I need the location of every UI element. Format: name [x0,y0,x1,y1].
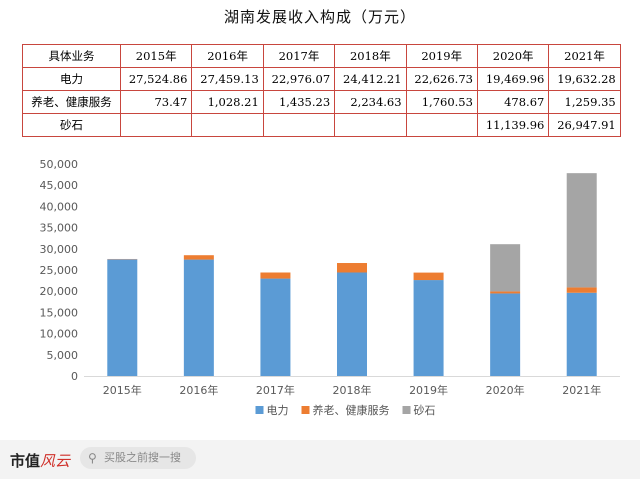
revenue-table: 具体业务 2015年 2016年 2017年 2018年 2019年 2020年… [22,44,621,137]
table-row-label: 电力 [22,67,121,91]
legend-swatch [255,406,264,414]
table-cell: 27,459.13 [191,67,264,91]
table-header-row: 具体业务 2015年 2016年 2017年 2018年 2019年 2020年… [22,44,621,68]
x-tick-label: 2017年 [256,383,295,397]
bar-segment [490,293,521,376]
table-cell: 1,435.23 [262,90,336,114]
table-year-header: 2020年 [476,44,550,68]
search-input[interactable]: ⚲ 买股之前搜一搜 [80,447,196,469]
bar-segment [183,255,214,260]
table-row: 砂石 11,139.96 26,947.91 [22,113,621,137]
x-tick-label: 2016年 [179,383,218,397]
y-tick-label: 20,000 [40,285,79,298]
table-cell: 24,412.21 [334,67,407,91]
table-cell: 22,976.07 [262,67,336,91]
bar-segment [490,291,521,294]
bar-segment [183,259,214,376]
table-cell: 19,469.96 [476,67,550,91]
footer-bar: 市值风云 ⚲ 买股之前搜一搜 [0,440,640,479]
table-cell [119,113,193,137]
brand-logo: 市值风云 [10,450,70,471]
page-title: 湖南发展收入构成（万元） [223,8,416,26]
y-tick-label: 15,000 [40,306,79,319]
table-row-label: 养老、健康服务 [22,90,121,114]
bar-segment [413,272,444,281]
y-tick-label: 25,000 [40,264,79,277]
table-year-header: 2021年 [548,44,621,68]
bar-segment [107,259,138,376]
y-tick-label: 30,000 [40,243,79,256]
table-cell: 73.47 [119,90,193,114]
table-cell: 19,632.28 [548,67,621,91]
table-cell [191,113,264,137]
bar-segment [566,173,597,288]
table-row-label: 砂石 [22,113,121,137]
bar-segment [413,280,444,376]
table-cell: 27,524.86 [119,67,193,91]
y-tick-label: 10,000 [40,328,79,341]
search-placeholder: 买股之前搜一搜 [104,451,181,464]
table-corner-header: 具体业务 [22,44,121,68]
y-tick-label: 40,000 [40,200,79,213]
table-year-header: 2018年 [334,44,407,68]
table-cell: 478.67 [476,90,550,114]
x-tick-label: 2018年 [333,383,372,397]
y-tick-label: 45,000 [40,179,79,192]
y-tick-label: 0 [71,370,78,383]
table-row: 电力 27,524.86 27,459.13 22,976.07 24,412.… [22,67,621,91]
y-tick-label: 50,000 [40,158,79,171]
brand-script-text: 风云 [40,452,71,470]
bar-segment [260,278,291,376]
x-tick-label: 2021年 [562,383,601,397]
legend-label: 养老、健康服务 [313,403,390,417]
table-year-header: 2017年 [262,44,336,68]
table-year-header: 2015年 [119,44,193,68]
bar-segment [260,272,291,279]
stacked-bar-chart: 0 5,000 10,000 15,000 20,000 25,000 30,000 35,0… [40,158,620,417]
table-cell [334,113,407,137]
table-row: 养老、健康服务 73.47 1,028.21 1,435.23 2,234.63… [22,90,621,114]
bar-segment [566,287,597,293]
table-cell: 2,234.63 [334,90,407,114]
table-cell: 22,626.73 [405,67,478,91]
table-cell: 26,947.91 [548,113,621,137]
x-tick-label: 2015年 [103,383,142,397]
brand-main-text: 市值 [10,452,41,470]
bar-segment [337,272,367,376]
table-year-header: 2016年 [191,44,264,68]
bar-segment [337,263,367,273]
bar-segment [490,244,521,292]
chart-card: 湖南发展收入构成（万元） 具体业务 2015年 2016年 2017年 2018… [0,0,640,440]
table-cell: 1,028.21 [191,90,264,114]
table-cell: 1,760.53 [405,90,478,114]
table-cell [262,113,336,137]
table-cell: 1,259.35 [548,90,621,114]
table-cell: 11,139.96 [476,113,550,137]
x-tick-label: 2019年 [409,383,448,397]
legend-label: 电力 [267,404,289,417]
legend-swatch [301,406,310,414]
y-tick-label: 5,000 [47,349,79,362]
search-icon: ⚲ [88,451,97,465]
table-year-header: 2019年 [405,44,478,68]
legend-swatch [402,406,411,414]
x-tick-label: 2020年 [486,383,525,397]
y-tick-label: 35,000 [40,222,79,235]
legend-label: 砂石 [414,404,436,417]
bar-segment [566,292,597,376]
table-cell [405,113,478,137]
